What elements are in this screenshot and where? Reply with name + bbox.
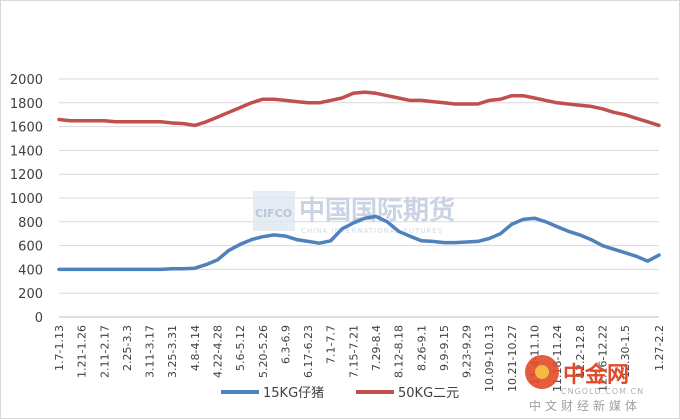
x-tick-label: 9.9-9.15 xyxy=(438,325,451,371)
watermark-logo-text: CIFCO xyxy=(255,207,292,220)
x-tick-label: 9.23-9.29 xyxy=(461,325,474,378)
x-tick-label: 12.30-1.5 xyxy=(619,325,632,378)
brand-name: 中金网 xyxy=(563,362,629,388)
y-tick-label: 1200 xyxy=(10,168,43,183)
watermark-text-cn: 中国国际期货 xyxy=(299,195,455,226)
x-tick-label: 1.7-1.13 xyxy=(53,325,66,371)
brand-logo-center-icon xyxy=(535,365,549,379)
y-tick-label: 0 xyxy=(35,311,43,326)
y-tick-label: 400 xyxy=(18,263,43,278)
x-tick-label: 7.15-7.21 xyxy=(347,325,360,378)
grid-lines xyxy=(59,78,659,294)
brand-tagline: 中文财经新媒体 xyxy=(529,398,641,413)
x-tick-label: 6.3-6.9 xyxy=(279,325,292,364)
x-tick-label: 3.11-3.17 xyxy=(144,325,157,378)
y-tick-label: 1800 xyxy=(10,97,43,112)
x-tick-label: 7.29-8.4 xyxy=(370,325,383,371)
watermark-text-en: CHINA INTERNATIONAL FUTURES xyxy=(301,227,443,235)
x-tick-label: 10.21-10.27 xyxy=(506,325,519,392)
x-tick-label: 1.21-1.26 xyxy=(76,325,89,378)
y-tick-label: 200 xyxy=(18,287,43,302)
x-tick-label: 2.25-3.3 xyxy=(121,325,134,371)
y-tick-label: 1400 xyxy=(10,144,43,159)
y-tick-label: 800 xyxy=(18,216,43,231)
x-tick-label: 4.8-4.14 xyxy=(189,325,202,371)
x-tick-label: 2.11-2.17 xyxy=(98,325,111,378)
cngold-brand-watermark: 中金网 CNGOLD.COM.CN 中文财经新媒体 xyxy=(525,355,644,413)
cifco-watermark: CIFCO 中国国际期货 CHINA INTERNATIONAL FUTURES xyxy=(253,191,455,235)
legend: 15KG仔猪 50KG二元 xyxy=(221,386,459,401)
y-tick-label: 1000 xyxy=(10,192,43,207)
legend-label-series-1: 50KG二元 xyxy=(398,386,459,401)
legend-label-series-0: 15KG仔猪 xyxy=(263,386,324,401)
brand-domain: CNGOLD.COM.CN xyxy=(561,387,644,396)
watermark-logo-block xyxy=(253,191,295,231)
y-tick-label: 600 xyxy=(18,240,43,255)
y-tick-label: 2000 xyxy=(10,73,43,88)
x-tick-label: 12.16-12.22 xyxy=(596,325,609,392)
x-tick-label: 5.20-5.26 xyxy=(257,325,270,378)
x-tick-label: 6.17-6.23 xyxy=(302,325,315,378)
x-tick-label: 4.22-4.28 xyxy=(211,325,224,378)
series-line-0 xyxy=(57,214,661,272)
y-tick-label: 1600 xyxy=(10,121,43,136)
x-tick-label: 3.25-3.31 xyxy=(166,325,179,378)
x-tick-label: 7.1-7.7 xyxy=(325,325,338,364)
series-lines xyxy=(57,90,661,272)
x-tick-label: 8.12-8.18 xyxy=(393,325,406,378)
x-tick-label: 10.09-10.13 xyxy=(483,325,496,392)
x-tick-label: 5.6-5.12 xyxy=(234,325,247,371)
x-tick-label: 8.26-9.1 xyxy=(415,325,428,371)
series-line-1 xyxy=(57,90,661,128)
x-tick-label: 1.27-2.2 xyxy=(653,325,666,371)
y-axis-ticks: 0 200 400 600 800 1000 1200 1400 1600 1800 2000 xyxy=(10,73,43,326)
x-tick-label: 12.2-12.8 xyxy=(574,325,587,378)
